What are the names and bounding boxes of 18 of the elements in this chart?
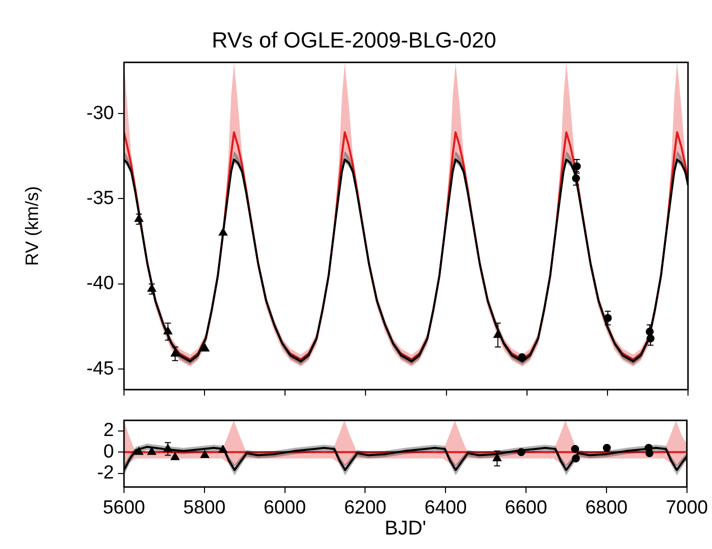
- x-axis-title: BJD': [384, 518, 426, 540]
- y-tick-label: -45: [86, 358, 114, 380]
- y-tick-label: -30: [86, 102, 114, 124]
- chart-title: RVs of OGLE-2009-BLG-020: [212, 27, 496, 52]
- y-tick-label: -35: [86, 188, 114, 209]
- x-tick-label: 7000: [666, 498, 708, 519]
- x-tick-label: 6600: [504, 498, 548, 519]
- x-tick-label: 6200: [344, 498, 386, 519]
- y-tick-label: -2: [97, 462, 114, 484]
- x-tick-label: 6000: [264, 498, 306, 519]
- x-tick-label: 5600: [102, 498, 146, 519]
- y-tick-label: 2: [103, 420, 114, 442]
- x-tick-label: 5800: [183, 498, 226, 519]
- y-tick-label: -40: [86, 273, 114, 294]
- x-tick-label: 6400: [424, 498, 467, 519]
- y-axis-title: RV (km/s): [22, 186, 42, 266]
- x-tick-label: 6800: [585, 498, 628, 519]
- y-tick-label: 0: [103, 441, 114, 462]
